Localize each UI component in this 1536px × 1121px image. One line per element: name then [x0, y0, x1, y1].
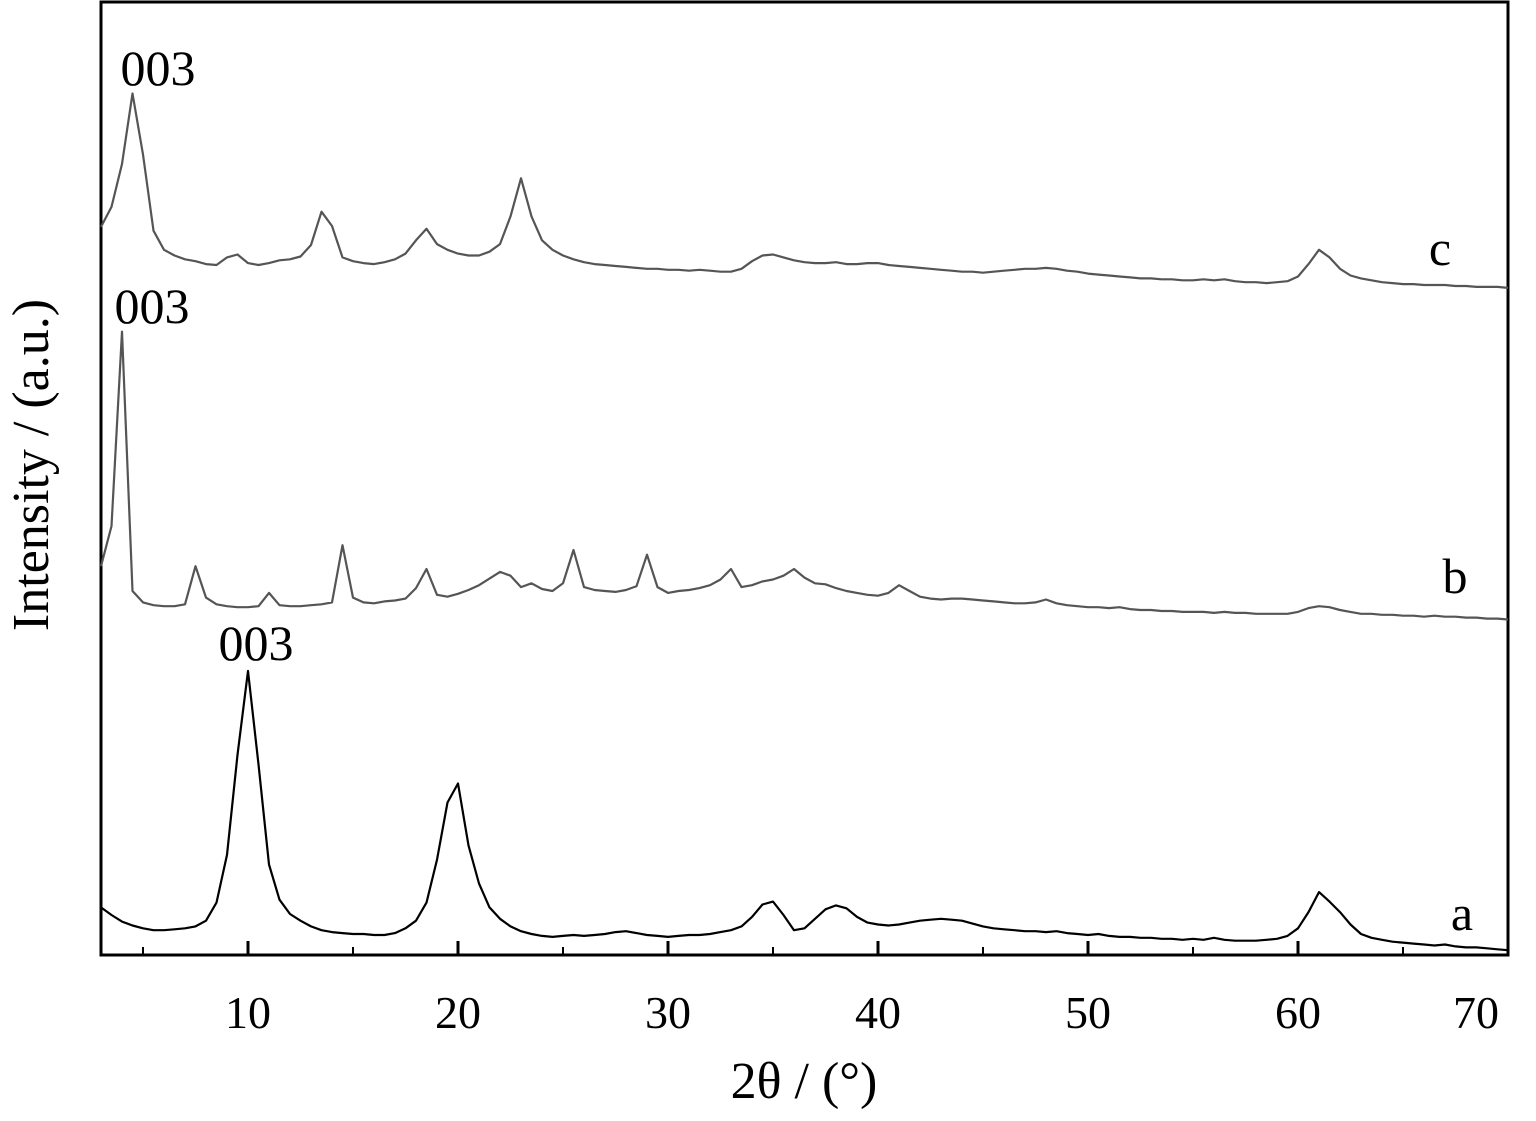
series-label: b: [1443, 548, 1468, 604]
x-tick-label: 50: [1065, 987, 1111, 1038]
series-line: [99, 330, 1509, 621]
series-label: a: [1451, 885, 1473, 941]
series-label: c: [1429, 220, 1451, 276]
x-tick-label: 20: [435, 987, 481, 1038]
x-tick-label: 10: [225, 987, 271, 1038]
y-axis-label: Intensity / (a.u.): [3, 299, 60, 631]
series-line: [100, 92, 1509, 289]
peak-annotation: 003: [115, 278, 190, 334]
series-line: [100, 669, 1509, 952]
x-tick-label: 60: [1275, 987, 1321, 1038]
x-tick-label: 30: [645, 987, 691, 1038]
peak-annotation: 003: [121, 40, 196, 96]
peak-annotation: 003: [219, 615, 294, 671]
x-tick-label: 40: [855, 987, 901, 1038]
x-axis-label: 2θ / (°): [731, 1053, 878, 1110]
x-tick-label: 70: [1453, 987, 1499, 1038]
plot-frame: [99, 0, 1510, 957]
